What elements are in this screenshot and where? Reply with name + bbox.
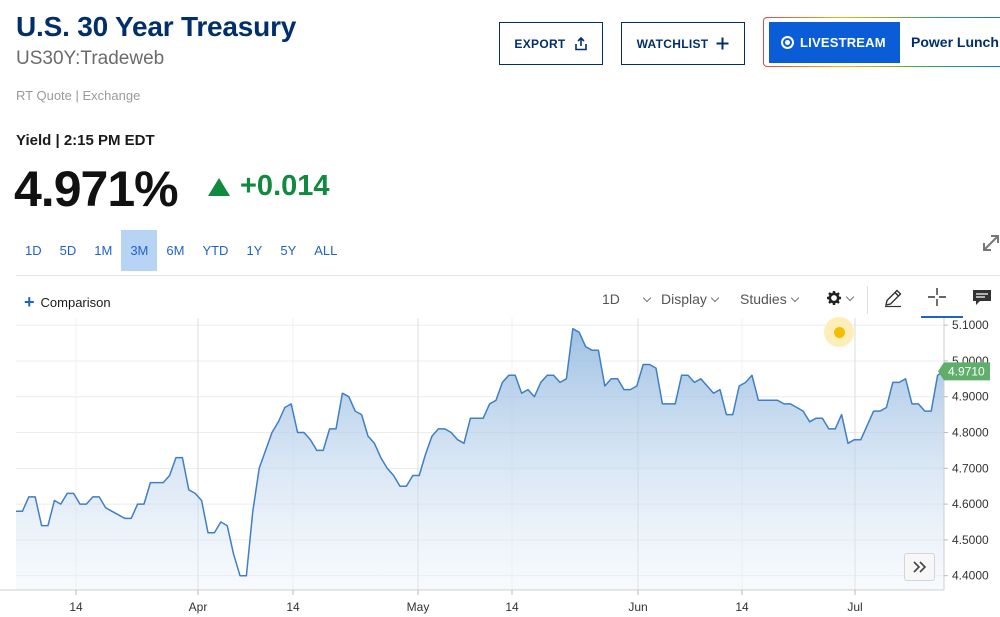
range-tabs: 1D 5D 1M 3M 6M YTD 1Y 5Y ALL <box>16 230 346 271</box>
x-tick-label: Jul <box>847 600 862 614</box>
x-tick-label: 14 <box>69 600 83 614</box>
plus-icon: + <box>24 292 35 312</box>
up-arrow-icon <box>208 177 230 196</box>
live-indicator-icon <box>781 36 794 49</box>
series-line <box>16 327 945 577</box>
x-tick-label: May <box>407 600 430 614</box>
range-tab-3m[interactable]: 3M <box>121 230 158 271</box>
livestream-button[interactable]: LIVESTREAM <box>769 22 900 63</box>
display-label: Display <box>661 291 707 307</box>
toolbar-divider <box>16 275 1000 276</box>
show-name: Power Lunch <box>911 34 999 50</box>
livestream-label: LIVESTREAM <box>800 35 886 50</box>
interval-label: 1D <box>602 291 620 307</box>
gear-icon <box>827 291 841 305</box>
comment-icon[interactable] <box>972 289 992 307</box>
comparison-button[interactable]: + Comparison <box>24 293 111 311</box>
plus-icon <box>716 37 729 50</box>
crosshair-active-indicator <box>921 316 963 318</box>
x-tick-label: Jun <box>628 600 647 614</box>
export-label: EXPORT <box>514 36 566 51</box>
yield-chart[interactable]: 5.10005.00004.90004.80004.70004.60004.50… <box>0 318 1000 617</box>
crosshair-icon[interactable] <box>928 288 946 306</box>
studies-dropdown[interactable]: Studies <box>740 291 799 307</box>
double-chevron-right-icon <box>912 561 926 573</box>
chevron-down-icon <box>642 293 652 302</box>
price-change: +0.014 <box>208 170 330 203</box>
y-tick-label: 4.9000 <box>952 390 989 404</box>
last-value-label: 4.9710 <box>948 364 985 378</box>
x-tick-label: Apr <box>189 600 208 614</box>
range-tab-all[interactable]: ALL <box>314 243 338 258</box>
x-tick-label: 14 <box>735 600 749 614</box>
watchlist-button[interactable]: WATCHLIST <box>621 22 745 65</box>
chevron-down-icon <box>790 293 799 302</box>
range-tab-1d[interactable]: 1D <box>25 243 42 258</box>
range-tab-1m[interactable]: 1M <box>94 243 113 258</box>
scroll-to-latest-button[interactable] <box>904 553 935 581</box>
pencil-icon[interactable] <box>883 288 903 308</box>
range-tab-5y[interactable]: 5Y <box>280 243 297 258</box>
yield-timestamp: Yield | 2:15 PM EDT <box>16 132 155 149</box>
tool-separator <box>867 286 868 314</box>
y-tick-label: 5.1000 <box>952 318 989 332</box>
change-value: +0.014 <box>240 170 330 202</box>
livestream-banner[interactable]: LIVESTREAM Power Lunch <box>763 17 1000 67</box>
last-value-tag <box>938 362 990 381</box>
range-tab-ytd[interactable]: YTD <box>202 243 229 258</box>
range-tab-5d[interactable]: 5D <box>59 243 77 258</box>
y-tick-label: 4.4000 <box>952 569 989 583</box>
y-tick-label: 4.6000 <box>952 497 989 511</box>
range-tab-6m[interactable]: 6M <box>166 243 185 258</box>
comparison-label: Comparison <box>40 294 111 310</box>
x-tick-label: 14 <box>505 600 519 614</box>
symbol-label: US30Y:Tradeweb <box>16 48 165 69</box>
quote-source: RT Quote | Exchange <box>16 88 141 103</box>
y-tick-label: 4.8000 <box>952 426 989 440</box>
expand-icon[interactable] <box>980 232 1000 254</box>
chevron-down-icon <box>710 293 720 302</box>
export-button[interactable]: EXPORT <box>499 22 603 65</box>
watchlist-label: WATCHLIST <box>636 36 709 51</box>
y-tick-label: 4.7000 <box>952 461 989 475</box>
page-title: U.S. 30 Year Treasury <box>16 11 297 42</box>
chevron-down-icon <box>845 292 855 301</box>
studies-label: Studies <box>740 291 787 307</box>
settings-button[interactable] <box>826 290 855 306</box>
event-marker-icon[interactable] <box>824 317 854 347</box>
y-tick-label: 4.5000 <box>952 533 989 547</box>
range-tab-1y[interactable]: 1Y <box>246 243 263 258</box>
last-price: 4.971% <box>14 161 179 217</box>
interval-dropdown[interactable]: 1D <box>602 291 652 307</box>
series-area <box>16 328 944 590</box>
share-icon <box>574 36 587 50</box>
x-tick-label: 14 <box>286 600 300 614</box>
display-dropdown[interactable]: Display <box>661 291 720 307</box>
